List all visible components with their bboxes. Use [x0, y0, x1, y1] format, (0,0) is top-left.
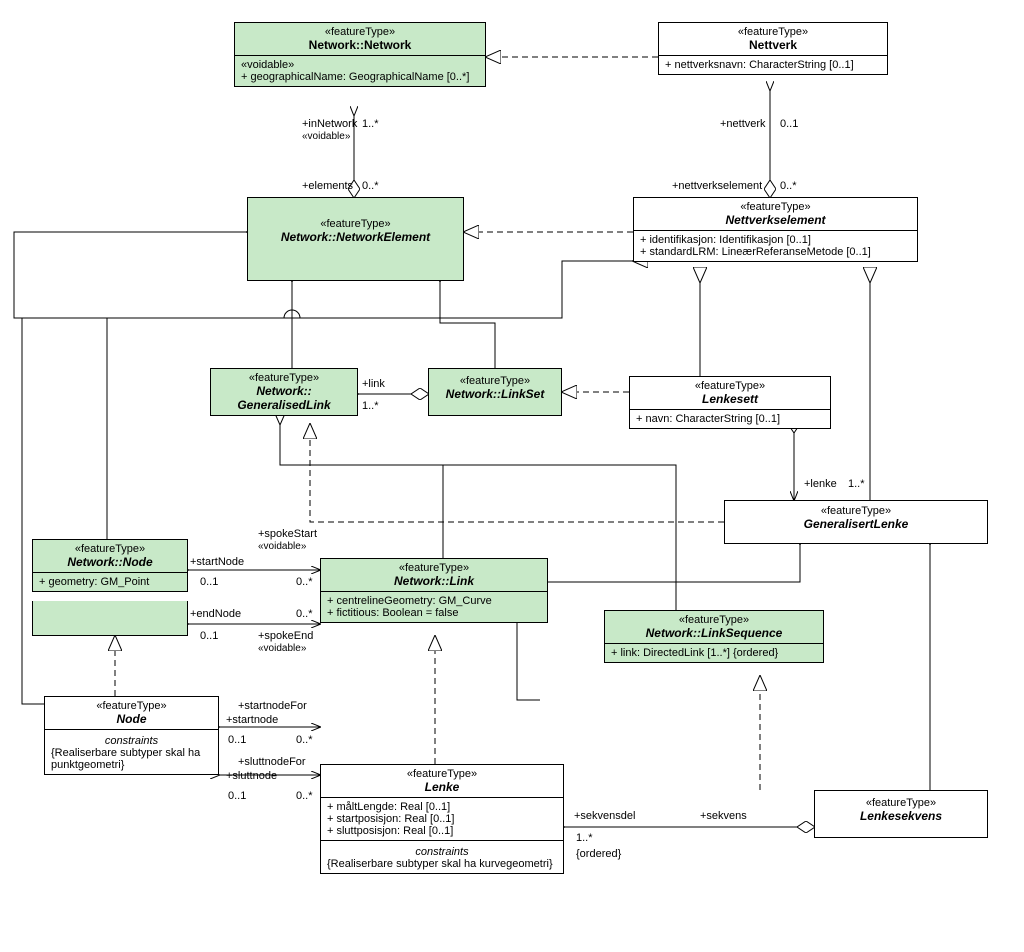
label-elements: +elements: [302, 180, 353, 192]
label-start-node: +startNode: [190, 556, 244, 568]
class-lenkesekvens: «featureType» Lenkesekvens: [814, 790, 988, 838]
label-mult: 0..1: [228, 734, 246, 746]
label-mult: 0..*: [296, 576, 313, 588]
label-sluttnode-for: +sluttnodeFor: [238, 756, 306, 768]
class-name: Network::Network: [241, 38, 479, 52]
uml-diagram: «featureType» Network::Network «voidable…: [0, 0, 1024, 952]
stereotype: «featureType»: [241, 26, 479, 38]
label-mult: 0..*: [296, 608, 313, 620]
class-name: Lenkesett: [636, 392, 824, 406]
label-mult: 0..*: [780, 180, 797, 192]
attribute: + fictitious: Boolean = false: [327, 607, 541, 619]
label-mult: 0..1: [200, 576, 218, 588]
stereotype: «featureType»: [611, 614, 817, 626]
stereotype: «featureType»: [327, 768, 557, 780]
class-name: GeneralisertLenke: [731, 517, 981, 531]
attribute: + sluttposisjon: Real [0..1]: [327, 825, 557, 837]
label-mult: 1..*: [576, 832, 593, 844]
class-name: Nettverk: [665, 38, 881, 52]
label-mult: 0..*: [296, 734, 313, 746]
class-name: Network::Link: [327, 574, 541, 588]
attribute: + standardLRM: LineærReferanseMetode [0.…: [640, 246, 911, 258]
label-spoke-start: +spokeStart: [258, 528, 317, 540]
class-network-network: «featureType» Network::Network «voidable…: [234, 22, 486, 87]
label-voidable: «voidable»: [258, 643, 306, 654]
stereotype: «featureType»: [731, 505, 981, 517]
attribute: + identifikasjon: Identifikasjon [0..1]: [640, 234, 911, 246]
class-node: «featureType» Node constraints {Realiser…: [44, 696, 219, 775]
label-nettverk: +nettverk: [720, 118, 766, 130]
constraint-text: {Realiserbare subtyper skal ha kurvegeom…: [327, 858, 557, 870]
stereotype: «featureType»: [254, 218, 457, 230]
stereotype: «featureType»: [327, 562, 541, 574]
stereotype: «featureType»: [636, 380, 824, 392]
label-spoke-end: +spokeEnd: [258, 630, 313, 642]
label-in-network: +inNetwork: [302, 118, 357, 130]
class-network-element: «featureType» Network::NetworkElement: [247, 197, 464, 281]
attribute: + måltLengde: Real [0..1]: [327, 801, 557, 813]
class-name: Lenkesekvens: [821, 809, 981, 823]
label-mult: 1..*: [362, 118, 379, 130]
label-sekvensdel: +sekvensdel: [574, 810, 635, 822]
label-voidable: «voidable»: [258, 541, 306, 552]
label-mult: 0..1: [200, 630, 218, 642]
label-end-node: +endNode: [190, 608, 241, 620]
class-name: Lenke: [327, 780, 557, 794]
label-link: +link: [362, 378, 385, 390]
label-lenke: +lenke: [804, 478, 837, 490]
label-voidable: «voidable»: [302, 131, 350, 142]
class-name: Network::LinkSequence: [611, 626, 817, 640]
attribute: + startposisjon: Real [0..1]: [327, 813, 557, 825]
stereotype: «featureType»: [640, 201, 911, 213]
class-link-sequence: «featureType» Network::LinkSequence + li…: [604, 610, 824, 663]
constraint-text: {Realiserbare subtyper skal ha punktgeom…: [51, 747, 212, 771]
stereotype: «featureType»: [51, 700, 212, 712]
attribute: + centrelineGeometry: GM_Curve: [327, 595, 541, 607]
constraints-header: constraints: [51, 733, 212, 747]
label-mult: 0..*: [296, 790, 313, 802]
class-network-node: «featureType» Network::Node + geometry: …: [32, 539, 188, 592]
label-mult: 0..*: [362, 180, 379, 192]
stereotype: «featureType»: [435, 375, 555, 387]
label-mult: 1..*: [848, 478, 865, 490]
class-network-node-ext: [32, 601, 188, 636]
label-sekvens: +sekvens: [700, 810, 747, 822]
attribute: + nettverksnavn: CharacterString [0..1]: [665, 59, 881, 71]
label-mult: 0..1: [780, 118, 798, 130]
label-nettverkselement: +nettverkselement: [672, 180, 762, 192]
label-mult: 0..1: [228, 790, 246, 802]
class-name-line1: Network::: [217, 384, 351, 398]
attribute: + navn: CharacterString [0..1]: [636, 413, 824, 425]
class-name: Network::LinkSet: [435, 387, 555, 401]
class-name-line2: GeneralisedLink: [217, 398, 351, 412]
label-mult: 1..*: [362, 400, 379, 412]
label-sluttnode: +sluttnode: [226, 770, 277, 782]
class-link-set: «featureType» Network::LinkSet: [428, 368, 562, 416]
class-nettverk: «featureType» Nettverk + nettverksnavn: …: [658, 22, 888, 75]
class-name: Node: [51, 712, 212, 726]
attribute: + geographicalName: GeographicalName [0.…: [241, 71, 479, 83]
class-name: Nettverkselement: [640, 213, 911, 227]
class-lenke: «featureType» Lenke + måltLengde: Real […: [320, 764, 564, 874]
class-name: Network::Node: [39, 555, 181, 569]
stereotype: «featureType»: [217, 372, 351, 384]
class-name: Network::NetworkElement: [254, 230, 457, 244]
stereotype: «featureType»: [821, 797, 981, 809]
stereotype: «featureType»: [39, 543, 181, 555]
class-lenkesett: «featureType» Lenkesett + navn: Characte…: [629, 376, 831, 429]
label-startnode-for: +startnodeFor: [238, 700, 307, 712]
class-generalisert-lenke: «featureType» GeneralisertLenke: [724, 500, 988, 544]
section-stereo: «voidable»: [241, 59, 479, 71]
attribute: + geometry: GM_Point: [39, 576, 181, 588]
class-generalised-link: «featureType» Network:: GeneralisedLink: [210, 368, 358, 416]
label-startnode: +startnode: [226, 714, 278, 726]
attribute: + link: DirectedLink [1..*] {ordered}: [611, 647, 817, 659]
class-network-link: «featureType» Network::Link + centreline…: [320, 558, 548, 623]
stereotype: «featureType»: [665, 26, 881, 38]
class-nettverkselement: «featureType» Nettverkselement + identif…: [633, 197, 918, 262]
label-ordered: {ordered}: [576, 848, 621, 860]
constraints-header: constraints: [327, 844, 557, 858]
